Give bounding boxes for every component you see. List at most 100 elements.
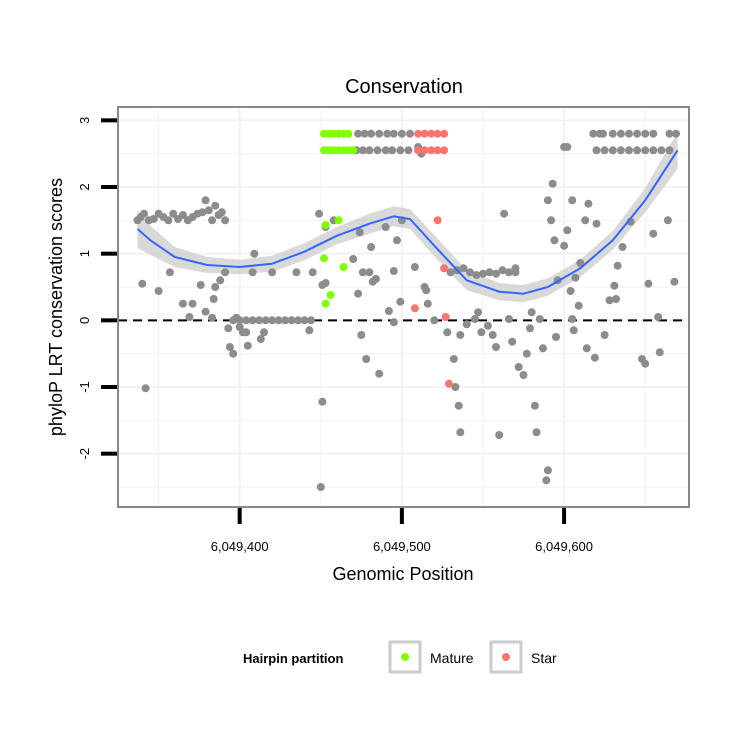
confidence-band [137, 131, 678, 303]
point-other [307, 316, 315, 325]
point-other [224, 324, 233, 333]
point-star [433, 146, 442, 155]
point-other [569, 326, 578, 335]
point-other [474, 308, 483, 317]
point-other [281, 316, 290, 325]
point-star [433, 129, 442, 138]
y-tick-label: 0 [77, 317, 92, 324]
point-other [641, 146, 650, 155]
point-other [268, 268, 277, 277]
point-other [498, 266, 507, 275]
point-other [422, 286, 431, 295]
point-other [389, 129, 398, 138]
point-other [665, 129, 674, 138]
point-other [542, 476, 551, 485]
point-other [315, 209, 324, 218]
point-other [256, 335, 265, 343]
point-other [261, 316, 270, 325]
point-other [466, 268, 474, 277]
point-other [527, 308, 536, 317]
point-other [616, 146, 625, 155]
point-other [221, 268, 230, 277]
y-tick-label: 2 [77, 183, 92, 190]
point-star [420, 146, 429, 155]
point-other [456, 428, 465, 437]
point-other [154, 287, 163, 295]
point-other [454, 401, 463, 410]
point-other [589, 129, 598, 138]
point-other [672, 129, 680, 138]
point-other [500, 209, 509, 218]
point-other [548, 179, 557, 188]
point-other [229, 349, 238, 358]
point-other [248, 316, 257, 325]
point-other [576, 259, 585, 267]
point-other [568, 315, 577, 323]
point-star [427, 129, 436, 138]
point-other [211, 201, 220, 210]
point-other [178, 211, 187, 219]
point-other [316, 483, 325, 491]
y-tick-label: -2 [77, 448, 92, 460]
point-other [209, 295, 218, 303]
legend-mature-dot [401, 653, 409, 661]
point-other [625, 129, 633, 138]
point-other [430, 316, 439, 325]
point-other [178, 299, 187, 308]
point-other [268, 316, 277, 325]
point-other [308, 268, 317, 277]
point-star [444, 379, 453, 388]
point-other [373, 146, 382, 155]
point-other [616, 129, 625, 138]
points-star [410, 129, 453, 388]
point-other [519, 371, 528, 379]
point-other [196, 281, 205, 289]
point-other [446, 268, 455, 277]
point-other [208, 216, 217, 225]
point-other [535, 315, 544, 323]
point-other [530, 401, 539, 410]
point-other [492, 343, 500, 351]
point-other [358, 268, 367, 277]
point-other [397, 129, 406, 138]
point-star [433, 216, 442, 225]
point-other [185, 313, 194, 321]
point-other [371, 275, 380, 283]
point-other [367, 243, 376, 251]
point-other [406, 129, 414, 138]
point-other [389, 267, 398, 275]
point-other [663, 216, 672, 225]
point-mature [344, 129, 353, 138]
point-star [414, 146, 423, 155]
point-other [563, 226, 572, 235]
point-other [511, 268, 520, 277]
point-other [560, 241, 569, 250]
point-star [420, 129, 429, 138]
point-other [456, 331, 465, 339]
point-other [404, 146, 413, 155]
point-other [388, 146, 397, 155]
point-other [355, 228, 364, 237]
panel-border [117, 106, 690, 508]
point-other [495, 431, 504, 439]
point-other [543, 466, 552, 475]
point-other [492, 269, 500, 278]
point-other [229, 316, 238, 325]
point-other [164, 216, 173, 225]
point-other [488, 331, 497, 339]
point-other [571, 273, 580, 282]
point-star [440, 146, 449, 155]
point-other [657, 146, 666, 155]
point-other [608, 129, 617, 138]
point-other [211, 283, 220, 291]
point-other [547, 216, 556, 225]
point-mature [320, 254, 328, 263]
point-other [633, 146, 642, 155]
point-other [649, 146, 658, 155]
point-other [260, 328, 268, 337]
point-mature [334, 216, 343, 225]
point-other [472, 271, 481, 279]
y-axis-label: phyloP LRT conservation scores [46, 178, 66, 436]
point-other [410, 263, 419, 271]
point-other [396, 146, 405, 155]
